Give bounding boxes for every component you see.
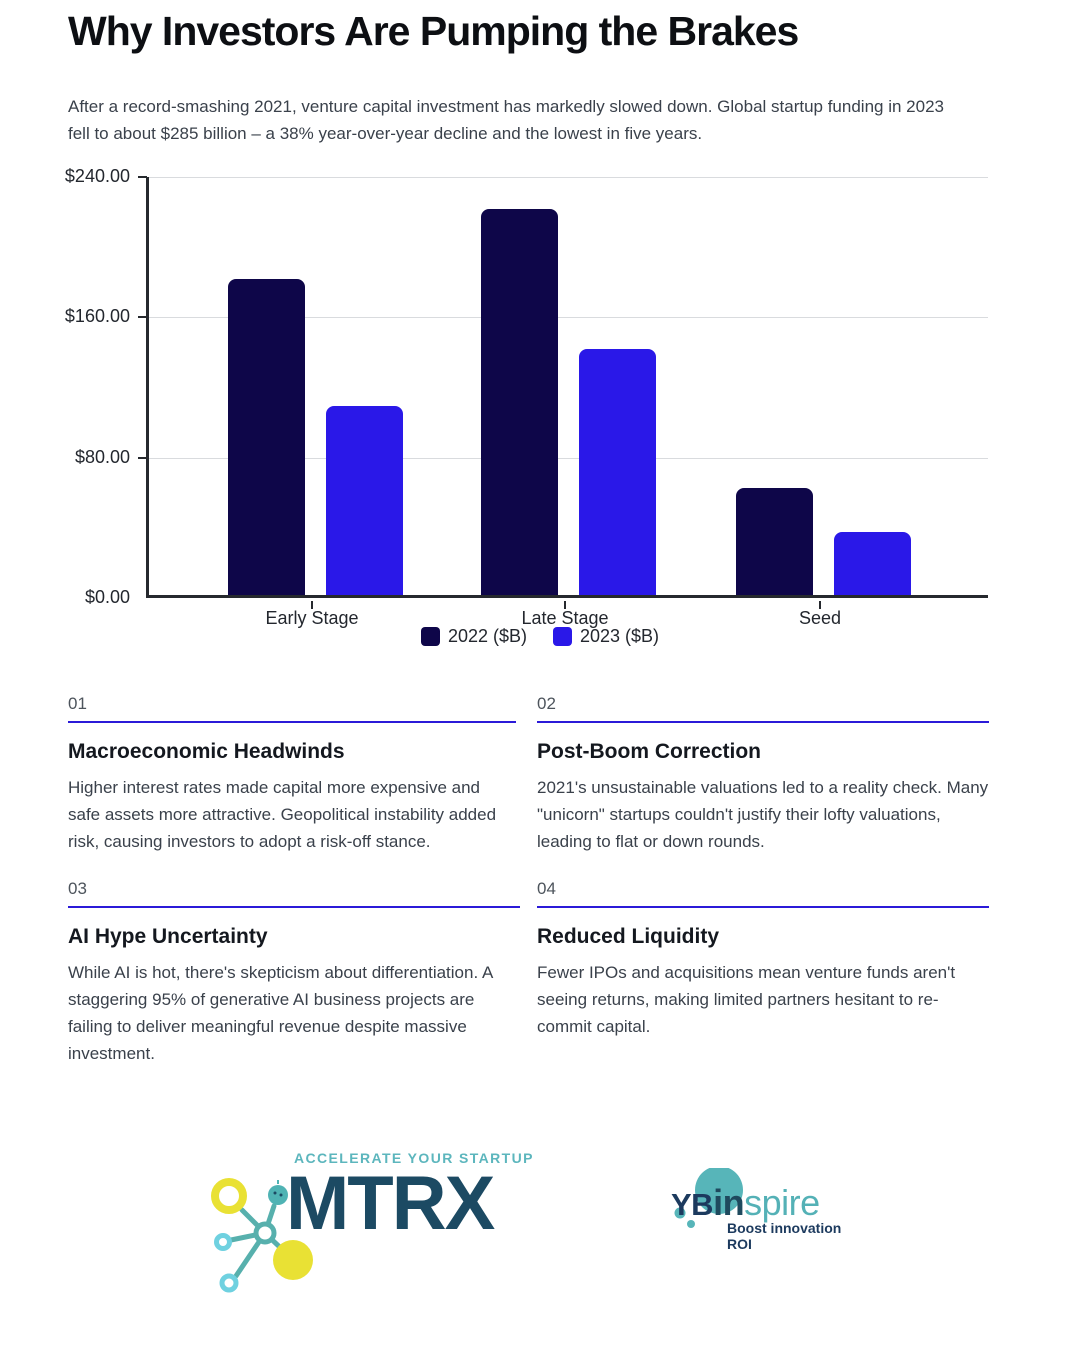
vc-funding-bar-chart: $240.00 $160.00 $80.00 $0.00 Early Stage Late…: [0, 166, 1080, 657]
section-number: 03: [68, 879, 87, 898]
y-axis-tick-label: $240.00: [64, 166, 130, 186]
section-divider: [537, 906, 989, 908]
mtrx-tagline: ACCELERATE YOUR STARTUP: [294, 1150, 534, 1166]
gridline-240: [149, 177, 988, 178]
x-axis-label-early-stage: Early Stage: [265, 608, 359, 628]
section-body: 2021's unsustainable valuations led to a…: [537, 778, 989, 851]
ybinspire-wordmark: YBinspire: [671, 1182, 820, 1224]
section-number: 01: [68, 694, 87, 713]
page-title: Why Investors Are Pumping the Brakes: [68, 8, 799, 54]
mtrx-logo: ACCELERATE YOUR STARTUP MTRX: [200, 1146, 534, 1316]
gridline-160: [149, 317, 988, 319]
legend-item-2022: 2022 ($B): [420, 626, 527, 647]
section-divider: [68, 721, 516, 723]
legend-label-2023: 2023 ($B): [580, 626, 660, 646]
section-post-boom-correction: 02 Post-Boom Correction 2021's unsustain…: [537, 694, 989, 855]
x-axis-tick: [564, 601, 566, 609]
legend-label-2022: 2022 ($B): [447, 626, 527, 646]
bar-seed-2022: [735, 488, 813, 595]
ybinspire-logo: YBinspire Boost innovation ROI: [655, 1168, 855, 1252]
section-title: Reduced Liquidity: [537, 925, 720, 948]
bar-early-stage-2022: [227, 279, 305, 595]
mtrx-wordmark: MTRX: [286, 1161, 495, 1246]
legend-item-2023: 2023 ($B): [553, 626, 659, 647]
x-axis-tick: [819, 601, 821, 609]
y-axis-tick-label: $160.00: [64, 306, 130, 327]
section-ai-hype-uncertainty: 03 AI Hype Uncertainty While AI is hot, …: [68, 879, 520, 1067]
legend-swatch-2022: [420, 627, 440, 646]
mtrx-network-icon: [211, 1178, 313, 1293]
y-axis-tick: [138, 456, 147, 459]
section-reduced-liquidity: 04 Reduced Liquidity Fewer IPOs and acqu…: [537, 879, 989, 1040]
bar-late-stage-2022: [480, 209, 558, 595]
section-number: 02: [537, 694, 556, 713]
section-title: Macroeconomic Headwinds: [68, 740, 345, 763]
bar-late-stage-2023: [578, 349, 656, 595]
ybinspire-circle-icon: [674, 1168, 743, 1228]
section-body: While AI is hot, there's skepticism abou…: [68, 963, 493, 1063]
section-title: Post-Boom Correction: [537, 740, 762, 763]
y-axis-tick-label: $80.00: [74, 446, 130, 467]
chart-plot-area: [146, 177, 988, 598]
gridline-80: [149, 457, 988, 459]
y-axis-tick-label: $0.00: [84, 587, 130, 607]
chart-legend: 2022 ($B) 2023 ($B): [0, 626, 1080, 647]
y-axis-tick: [138, 176, 147, 178]
intro-paragraph: After a record-smashing 2021, venture ca…: [68, 97, 944, 143]
section-body: Fewer IPOs and acquisitions mean venture…: [537, 963, 956, 1036]
section-title: AI Hype Uncertainty: [68, 925, 268, 948]
section-divider: [68, 906, 520, 908]
section-body: Higher interest rates made capital more …: [68, 778, 497, 851]
yb-spire: spire: [744, 1182, 820, 1223]
bar-seed-2023: [833, 531, 911, 595]
yb-prefix: YB: [671, 1187, 714, 1222]
section-macroeconomic-headwinds: 01 Macroeconomic Headwinds Higher intere…: [68, 694, 516, 855]
x-axis-label-late-stage: Late Stage: [521, 608, 609, 628]
ybinspire-tagline: Boost innovation ROI: [727, 1220, 842, 1252]
legend-swatch-2023: [553, 627, 572, 646]
yb-in: in: [713, 1182, 745, 1223]
section-divider: [537, 721, 989, 723]
y-axis-tick: [138, 316, 147, 319]
x-axis-tick: [311, 601, 313, 609]
x-axis-label-seed: Seed: [798, 608, 842, 628]
bar-early-stage-2023: [325, 405, 403, 595]
section-number: 04: [537, 879, 556, 898]
